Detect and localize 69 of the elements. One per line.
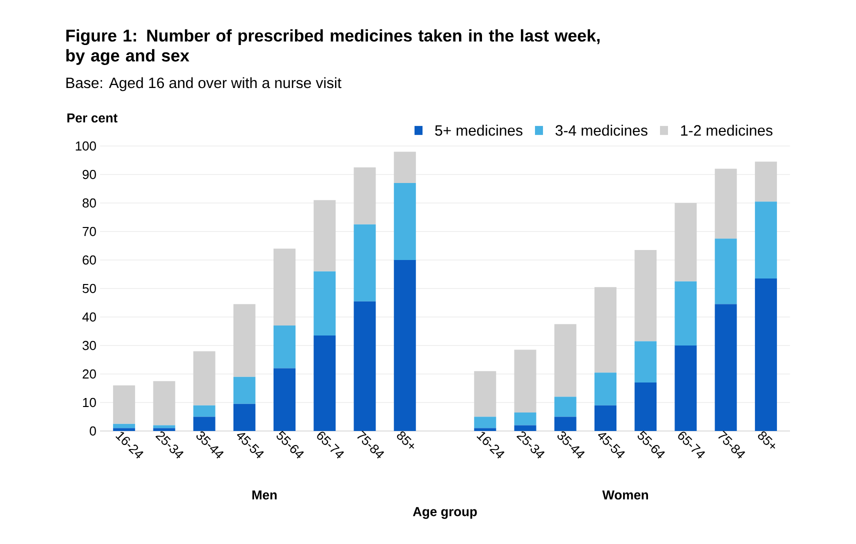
y-tick-label: 30 [82, 340, 96, 350]
bar [514, 350, 536, 412]
legend-label: 3-4 medicines [556, 124, 648, 136]
bar [153, 428, 176, 431]
bar [113, 385, 136, 424]
bar [193, 416, 216, 431]
bar [233, 376, 256, 404]
bar [354, 224, 376, 302]
y-tick-label: 20 [82, 369, 96, 379]
y-tick-label: 0 [90, 426, 96, 436]
text: Women [602, 490, 648, 500]
bar [314, 271, 336, 336]
bar [514, 425, 536, 431]
y-tick-label: 60 [82, 255, 96, 265]
bar [394, 152, 416, 184]
x-tick-label: 85+ [758, 431, 776, 449]
bar [474, 371, 496, 417]
bar [274, 368, 296, 431]
bar [554, 324, 576, 397]
legend-label: 5+ medicines [435, 124, 522, 136]
bar [554, 416, 576, 431]
bar [233, 404, 256, 431]
x-tick-label: 85+ [397, 431, 414, 449]
bar [754, 162, 777, 202]
bar [754, 202, 777, 279]
bar [634, 250, 657, 342]
y-tick-label: 100 [76, 141, 96, 151]
bar [394, 260, 416, 431]
bar [193, 351, 216, 406]
bar [754, 278, 777, 431]
y-tick-label: 90 [82, 170, 96, 180]
bar [554, 396, 576, 417]
bar [514, 412, 536, 426]
x-axis-title: Age group [412, 507, 477, 519]
y-tick-label: 40 [82, 312, 96, 322]
y-tick-label: 10 [83, 398, 96, 408]
bar [153, 381, 176, 426]
bar [113, 428, 136, 431]
text: Men [252, 490, 277, 500]
y-axis-title: Per cent [67, 113, 118, 123]
y-tick-label: 70 [82, 226, 96, 236]
chart-title: Figure 1: Number of prescribed medicines taken in the last week, by age and sex [66, 29, 600, 65]
bar [274, 326, 296, 368]
bar [274, 248, 296, 326]
bar [714, 304, 737, 431]
bar [354, 301, 376, 431]
bar [634, 382, 657, 431]
bar [113, 424, 136, 428]
y-tick-label: 80 [82, 198, 96, 208]
bar [714, 168, 737, 239]
bar [674, 281, 697, 346]
bar [674, 203, 697, 282]
bar [594, 405, 616, 431]
bar [594, 372, 616, 406]
bar [233, 304, 256, 377]
bar [474, 416, 496, 428]
legend-label: 1-2 medicines [681, 124, 772, 136]
chart-subtitle: Base: Aged 16 and over with a nurse visit [66, 77, 342, 92]
bar [634, 341, 657, 383]
bar [394, 183, 416, 260]
bar [674, 346, 697, 431]
bar [314, 200, 336, 272]
bar [594, 287, 616, 373]
bar [193, 405, 216, 417]
bar [714, 238, 737, 304]
bar [314, 336, 336, 431]
y-tick-label: 50 [82, 284, 96, 294]
bar [354, 167, 376, 224]
bar [474, 428, 496, 431]
